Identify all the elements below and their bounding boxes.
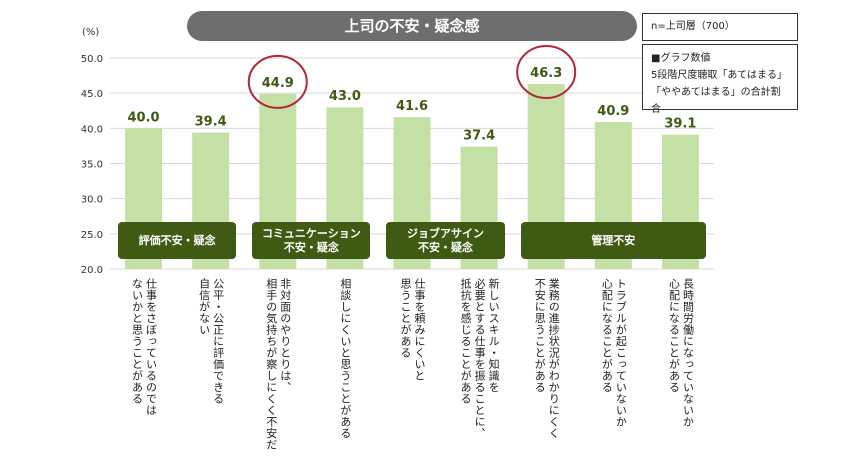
bar-value-label: 37.4 — [463, 129, 495, 144]
bar-value-label: 39.4 — [195, 115, 227, 130]
category-label: トラブルが起こっていないか 心配になることがある — [600, 278, 628, 428]
bar-value-label: 46.3 — [530, 66, 562, 81]
value-note-line: 5段階尺度聴取「あてはまる」 — [651, 70, 787, 81]
y-tick-label: 20.0 — [81, 265, 103, 276]
value-note-line: 「ややあてはまる」の合計割合 — [651, 87, 781, 115]
group-label: 管理不安 — [520, 222, 706, 259]
category-label: 仕事を頼みにくいと 思うことがある — [399, 278, 426, 382]
bar-value-label: 44.9 — [262, 76, 294, 91]
y-tick-label: 25.0 — [81, 230, 103, 241]
bar-value-label: 41.6 — [396, 99, 428, 114]
y-tick-label: 50.0 — [81, 54, 103, 65]
highlight-circle — [247, 54, 308, 109]
bar-value-label: 40.9 — [597, 104, 629, 119]
bar-value-label: 40.0 — [128, 110, 160, 125]
group-label: ジョブアサイン 不安・疑念 — [386, 222, 505, 259]
value-note-box: ■グラフ数値 5段階尺度聴取「あてはまる」 「ややあてはまる」の合計割合 — [642, 44, 798, 115]
y-tick-label: 30.0 — [81, 195, 103, 206]
chart-title-banner: 上司の不安・疑念感 — [187, 11, 637, 41]
y-axis-unit: (%) — [82, 27, 100, 38]
group-label: 評価不安・疑念 — [118, 222, 237, 259]
category-label: 相談しにくいと思うことがある — [338, 278, 352, 439]
highlight-circle — [516, 45, 577, 100]
sample-size-box: n=上司層（700） — [642, 13, 798, 41]
y-tick-label: 45.0 — [81, 89, 103, 100]
y-tick-label: 35.0 — [81, 160, 103, 171]
value-note-line: ■グラフ数値 — [651, 53, 711, 64]
category-label: 業務の進捗状況がわかりにくく 不安に思うことがある — [533, 278, 561, 439]
group-label: コミュニケーション 不安・疑念 — [252, 222, 371, 259]
category-label: 非対面のやりとりは、 相手の気持ちが察しにくく不安だ — [264, 278, 292, 451]
category-label: 公平・公正に評価できる 自信がない — [197, 278, 225, 405]
y-tick-label: 40.0 — [81, 124, 103, 135]
category-label: 新しいスキル・知識を 必要とする仕事を振ることに、 抵抗を感じることがある — [459, 278, 501, 439]
bar-value-label: 43.0 — [329, 89, 361, 104]
bar-value-label: 39.1 — [664, 117, 696, 132]
category-label: 長時間労働になっていないか 心配になることがある — [667, 278, 695, 428]
category-label: 仕事をさぼっているのでは ないかと思うことがある — [130, 278, 158, 416]
